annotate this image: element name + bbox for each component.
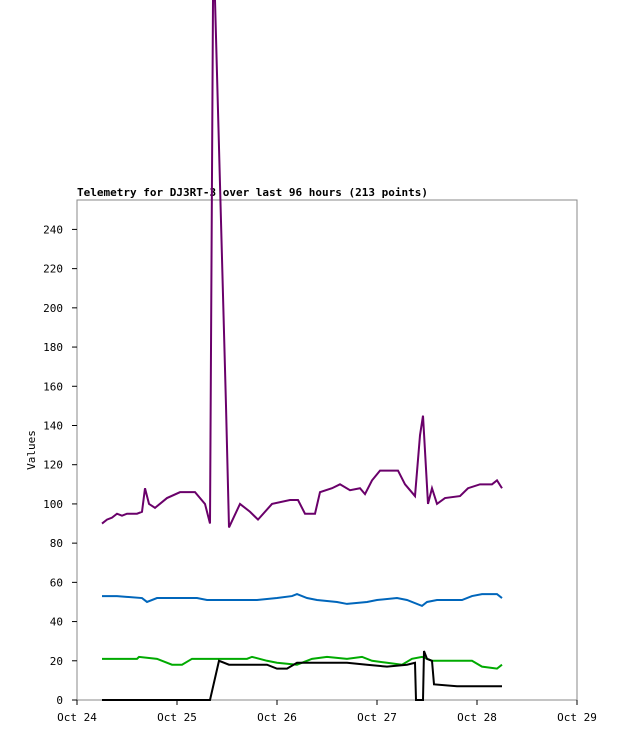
chart-title: Telemetry for DJ3RT-3 over last 96 hours… — [77, 186, 428, 199]
series-line — [102, 650, 502, 701]
y-axis-label: Values — [25, 430, 38, 470]
x-tick-label: Oct 24 — [57, 711, 97, 724]
plot-frame — [76, 199, 578, 701]
x-tick-label: Oct 27 — [357, 711, 397, 724]
y-tick-label: 200 — [43, 302, 63, 315]
y-tick-label: 80 — [50, 537, 63, 550]
y-tick-label: 120 — [43, 459, 63, 472]
y-tick-label: 160 — [43, 380, 63, 393]
series-line — [102, 593, 503, 608]
x-tick-label: Oct 25 — [157, 711, 197, 724]
series-line — [101, 0, 503, 528]
y-tick-label: 240 — [43, 223, 63, 236]
x-tick-label: Oct 29 — [557, 711, 597, 724]
y-tick-label: 100 — [43, 498, 63, 511]
y-tick-label: 180 — [43, 341, 63, 354]
y-tick-label: 140 — [43, 419, 63, 432]
y-tick-label: 60 — [50, 576, 63, 589]
x-tick-label: Oct 28 — [457, 711, 497, 724]
x-tick-label: Oct 26 — [257, 711, 297, 724]
y-tick-label: 0 — [56, 694, 63, 707]
y-tick-label: 220 — [43, 263, 63, 276]
y-tick-label: 40 — [50, 616, 63, 629]
y-tick-label: 20 — [50, 655, 63, 668]
